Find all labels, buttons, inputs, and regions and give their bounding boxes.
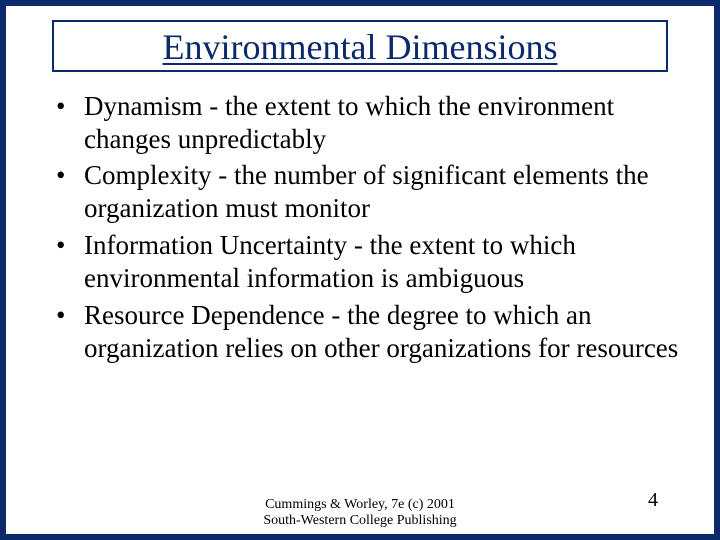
footer: Cummings & Worley, 7e (c) 2001 South-Wes… [6, 497, 714, 528]
list-item: Resource Dependence - the degree to whic… [56, 299, 692, 365]
title-box: Environmental Dimensions [52, 20, 668, 72]
list-item: Information Uncertainty - the extent to … [56, 229, 692, 295]
slide-frame: Environmental Dimensions Dynamism - the … [0, 0, 720, 540]
list-item: Complexity - the number of significant e… [56, 159, 692, 225]
bullet-list: Dynamism - the extent to which the envir… [28, 90, 692, 366]
slide-title: Environmental Dimensions [64, 28, 656, 68]
footer-line-1: Cummings & Worley, 7e (c) 2001 [6, 497, 714, 512]
page-number: 4 [648, 489, 658, 512]
list-item: Dynamism - the extent to which the envir… [56, 90, 692, 156]
footer-line-2: South-Western College Publishing [6, 513, 714, 528]
